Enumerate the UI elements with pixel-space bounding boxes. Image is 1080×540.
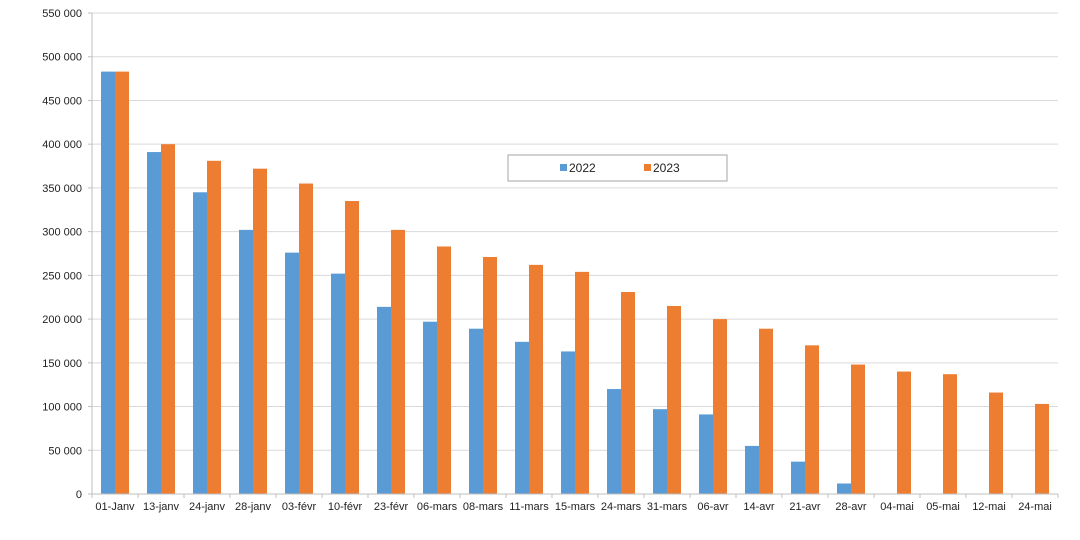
x-axis-tick-labels: 01-Janv 13-janv 24-janv 28-janv 03-févr 10-fé… xyxy=(95,501,1051,513)
x-tick-label: 06-mars xyxy=(417,501,458,513)
bar-2022-06-avr xyxy=(699,414,713,494)
bar-2022-14-avr xyxy=(745,445,759,494)
y-tick-label: 50 000 xyxy=(48,445,82,457)
legend-label-2023: 2023 xyxy=(653,161,680,175)
bar-2023-24-janv xyxy=(207,160,221,494)
bar-2023-04-mai xyxy=(897,371,911,494)
x-tick-label: 08-mars xyxy=(463,501,504,513)
x-tick-label: 14-avr xyxy=(743,501,775,513)
x-tick-label: 04-mai xyxy=(880,501,914,513)
x-tick-label: 28-avr xyxy=(835,501,867,513)
bar-2023-31-mars xyxy=(667,305,681,494)
x-tick-label: 05-mai xyxy=(926,501,960,513)
y-axis-tick-labels: 0 50 000 100 000 150 000 200 000 250 000 300 0… xyxy=(42,8,82,501)
x-tick-label: 15-mars xyxy=(555,501,596,513)
legend-swatch-2022 xyxy=(560,164,567,171)
y-tick-label: 550 000 xyxy=(42,8,82,20)
x-tick-label: 10-févr xyxy=(328,501,363,513)
x-tick-label: 06-avr xyxy=(697,501,729,513)
x-tick-label: 13-janv xyxy=(143,501,180,513)
x-tick-label: 23-févr xyxy=(374,501,409,513)
bar-2022-24-janv xyxy=(193,192,207,495)
bar-2022-23-févr xyxy=(377,306,391,494)
y-tick-label: 200 000 xyxy=(42,314,82,326)
bar-2022-03-févr xyxy=(285,252,299,494)
axes xyxy=(88,12,1059,498)
y-tick-label: 100 000 xyxy=(42,402,82,414)
legend: 2022 2023 xyxy=(507,154,728,182)
bar-2023-15-mars xyxy=(575,271,589,494)
bar-2023-06-mars xyxy=(437,246,451,494)
bar-2022-24-mars xyxy=(607,389,621,494)
x-tick-label: 28-janv xyxy=(235,501,272,513)
x-tick-label: 24-janv xyxy=(189,501,226,513)
bar-2023-08-mars xyxy=(483,256,497,494)
bar-2023-01-Janv xyxy=(115,71,129,494)
legend-label-2022: 2022 xyxy=(569,161,596,175)
bar-2022-28-janv xyxy=(239,229,253,494)
bar-2023-06-avr xyxy=(713,319,727,494)
bar-2023-14-avr xyxy=(759,328,773,494)
legend-swatch-2023 xyxy=(644,164,651,171)
legend-box xyxy=(507,154,728,182)
bar-2022-28-avr xyxy=(837,483,851,494)
x-tick-label: 12-mai xyxy=(972,501,1006,513)
x-tick-label: 01-Janv xyxy=(95,501,135,513)
bar-2022-31-mars xyxy=(653,409,667,494)
x-tick-label: 24-mars xyxy=(601,501,642,513)
y-tick-label: 250 000 xyxy=(42,270,82,282)
bar-2023-23-févr xyxy=(391,229,405,494)
bar-2022-11-mars xyxy=(515,341,529,494)
y-tick-label: 300 000 xyxy=(42,227,82,239)
y-tick-label: 400 000 xyxy=(42,139,82,151)
bar-2023-21-avr xyxy=(805,345,819,494)
y-tick-label: 450 000 xyxy=(42,95,82,107)
y-tick-label: 0 xyxy=(76,489,82,501)
bar-2023-03-févr xyxy=(299,183,313,494)
bar-2022-01-Janv xyxy=(101,71,115,494)
bar-2023-12-mai xyxy=(989,392,1003,494)
bar-2023-10-févr xyxy=(345,201,359,494)
bar-2023-13-janv xyxy=(161,144,175,494)
bar-2022-06-mars xyxy=(423,321,437,494)
bar-2023-05-mai xyxy=(943,374,957,494)
bar-2022-08-mars xyxy=(469,328,483,494)
bar-2022-13-janv xyxy=(147,152,161,494)
x-tick-label: 11-mars xyxy=(509,501,549,513)
y-tick-label: 350 000 xyxy=(42,183,82,195)
x-tick-label: 31-mars xyxy=(647,501,688,513)
x-tick-label: 03-févr xyxy=(282,501,317,513)
y-tick-label: 500 000 xyxy=(42,52,82,64)
bars xyxy=(101,71,1049,495)
bar-2022-15-mars xyxy=(561,351,575,494)
bar-2023-28-janv xyxy=(253,168,267,494)
x-tick-label: 24-mai xyxy=(1018,501,1052,513)
x-tick-label: 21-avr xyxy=(789,501,821,513)
bar-2023-28-avr xyxy=(851,364,865,494)
y-tick-label: 150 000 xyxy=(42,358,82,370)
bar-2022-10-févr xyxy=(331,273,345,494)
bar-2023-24-mai xyxy=(1035,403,1049,494)
bar-2022-21-avr xyxy=(791,461,805,494)
bar-2023-24-mars xyxy=(621,291,635,494)
bar-2023-11-mars xyxy=(529,264,543,494)
